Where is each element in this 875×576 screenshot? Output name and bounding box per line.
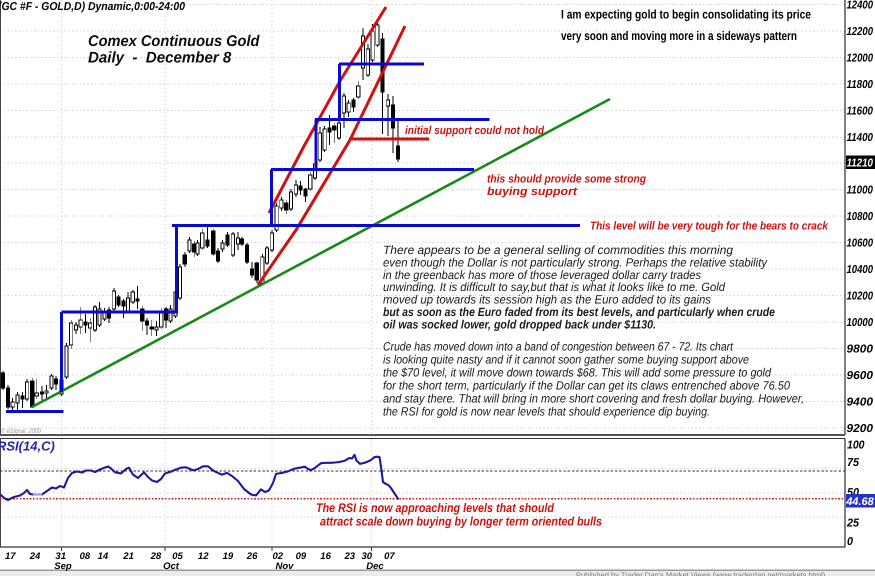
svg-text:24: 24 bbox=[29, 551, 41, 562]
svg-text:11000: 11000 bbox=[847, 185, 874, 197]
svg-text:There appears to be a general: There appears to be a general selling of… bbox=[383, 243, 733, 257]
svg-text:in the greenback has more of t: in the greenback has more of those lever… bbox=[383, 268, 701, 282]
svg-text:17: 17 bbox=[5, 551, 16, 562]
svg-text:oil was socked lower, gold dro: oil was socked lower, gold dropped back … bbox=[383, 317, 656, 331]
svg-text:26: 26 bbox=[246, 551, 258, 562]
svg-text:10600: 10600 bbox=[847, 238, 874, 250]
svg-text:even though the Dollar is not: even though the Dollar is not particular… bbox=[383, 255, 768, 269]
svg-text:11400: 11400 bbox=[847, 132, 874, 144]
svg-text:100: 100 bbox=[847, 439, 865, 451]
svg-text:11600: 11600 bbox=[847, 105, 874, 117]
svg-text:44.68: 44.68 bbox=[845, 496, 874, 508]
svg-text:I am expecting gold to begin c: I am expecting gold to begin consolidati… bbox=[561, 8, 811, 22]
svg-text:(GC #F - GOLD,D) Dynamic,0:00-: (GC #F - GOLD,D) Dynamic,0:00-24:00 bbox=[0, 1, 186, 13]
svg-text:12000: 12000 bbox=[847, 52, 874, 64]
svg-text:unwinding. It is difficult to: unwinding. It is difficult to say,but th… bbox=[383, 280, 725, 294]
svg-text:9800: 9800 bbox=[847, 343, 874, 355]
svg-text:9400: 9400 bbox=[847, 396, 874, 408]
svg-text:0: 0 bbox=[847, 536, 854, 548]
svg-text:21: 21 bbox=[122, 551, 134, 562]
svg-text:Oct: Oct bbox=[163, 561, 180, 572]
svg-text:08: 08 bbox=[80, 551, 91, 562]
svg-text:initial support could not hold: initial support could not hold bbox=[405, 125, 545, 137]
svg-text:10000: 10000 bbox=[847, 317, 874, 329]
svg-text:11210: 11210 bbox=[847, 158, 874, 170]
svg-text:10200: 10200 bbox=[847, 291, 874, 303]
svg-text:very soon and moving more in a: very soon and moving more in a sideways … bbox=[561, 29, 797, 43]
svg-text:this should provide some stron: this should provide some strong bbox=[487, 174, 646, 186]
svg-text:This level will be very tough: This level will be very tough for the be… bbox=[590, 221, 829, 233]
svg-text:11800: 11800 bbox=[847, 79, 874, 91]
svg-text:buying support: buying support bbox=[487, 186, 578, 198]
svg-text:Dec: Dec bbox=[366, 561, 384, 572]
svg-text:16: 16 bbox=[320, 551, 331, 562]
svg-text:the $70 level, it will move do: the $70 level, it will move down towards… bbox=[383, 366, 771, 380]
svg-text:Daily - December 8: Daily - December 8 bbox=[88, 50, 232, 67]
svg-text:12: 12 bbox=[198, 551, 209, 562]
svg-text:02: 02 bbox=[273, 551, 284, 562]
svg-text:The RSI is now approaching lev: The RSI is now approaching levels that s… bbox=[316, 501, 554, 515]
svg-text:05: 05 bbox=[172, 551, 183, 562]
svg-text:Nov: Nov bbox=[276, 561, 295, 572]
svg-text:Sep: Sep bbox=[54, 561, 72, 572]
svg-text:9600: 9600 bbox=[847, 370, 874, 382]
svg-text:9200: 9200 bbox=[847, 423, 874, 435]
svg-text:is looking quite nasty and if: is looking quite nasty and if it cannot … bbox=[383, 353, 749, 367]
svg-text:for the short term, particular: for the short term, particularly if the … bbox=[383, 379, 790, 393]
svg-text:12400: 12400 bbox=[847, 0, 874, 12]
svg-text:but as soon as the Euro faded: but as soon as the Euro faded from its b… bbox=[383, 305, 775, 319]
svg-text:RSI(14,C): RSI(14,C) bbox=[0, 439, 55, 454]
svg-text:and stay there. That will brin: and stay there. That will bring in more … bbox=[383, 392, 804, 406]
svg-text:© eSignal, 2009: © eSignal, 2009 bbox=[1, 428, 41, 435]
svg-text:19: 19 bbox=[223, 551, 234, 562]
svg-text:07: 07 bbox=[384, 551, 395, 562]
svg-text:12200: 12200 bbox=[847, 26, 874, 38]
svg-text:Published by Trader Dan's Mark: Published by Trader Dan's Market Views (… bbox=[576, 571, 826, 576]
svg-text:14: 14 bbox=[98, 551, 109, 562]
svg-text:30: 30 bbox=[362, 551, 373, 562]
svg-text:25: 25 bbox=[846, 517, 859, 529]
svg-text:23: 23 bbox=[344, 551, 356, 562]
svg-text:10800: 10800 bbox=[847, 211, 874, 223]
svg-text:31: 31 bbox=[55, 551, 66, 562]
svg-text:09: 09 bbox=[296, 551, 307, 562]
svg-text:28: 28 bbox=[150, 551, 162, 562]
svg-text:moved up towards its session h: moved up towards its session high as the… bbox=[383, 293, 711, 307]
svg-text:Comex Continuous Gold: Comex Continuous Gold bbox=[88, 33, 260, 50]
svg-text:attract scale down buying by l: attract scale down buying by longer term… bbox=[320, 515, 602, 529]
svg-text:Crude has moved down into a ba: Crude has moved down into a band of cong… bbox=[383, 340, 734, 354]
svg-text:10400: 10400 bbox=[847, 264, 874, 276]
svg-text:75: 75 bbox=[847, 457, 860, 469]
svg-text:the RSI for gold is now near l: the RSI for gold is now near levels that… bbox=[383, 405, 710, 419]
